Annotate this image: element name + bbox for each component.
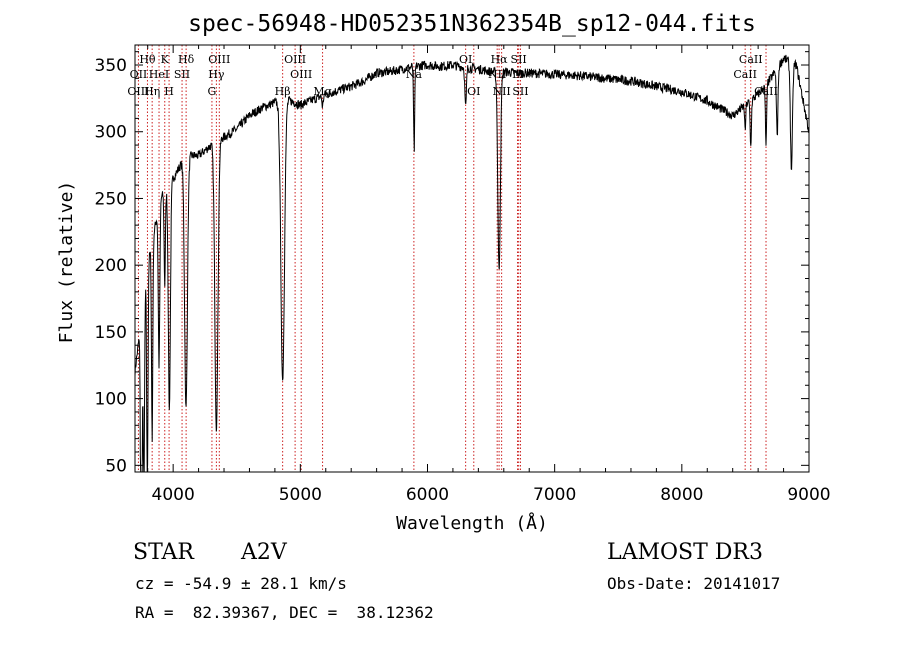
line-label: OI bbox=[459, 53, 472, 66]
object-subclass: A2V bbox=[241, 540, 287, 565]
x-tick-label: 6000 bbox=[406, 485, 449, 505]
redshift-velocity: cz = -54.9 ± 28.1 km/s bbox=[135, 574, 347, 593]
x-tick-label: 7000 bbox=[533, 485, 576, 505]
line-label: OII bbox=[130, 68, 148, 81]
y-tick-label: 50 bbox=[105, 456, 127, 476]
line-label: CaII bbox=[739, 53, 763, 66]
line-label: Hα bbox=[491, 53, 509, 66]
line-label: Na bbox=[406, 68, 423, 81]
x-tick-label: 4000 bbox=[152, 485, 195, 505]
line-label: Hθ bbox=[139, 53, 156, 66]
survey-name: LAMOST DR3 bbox=[607, 540, 763, 565]
line-label: SII bbox=[174, 68, 190, 81]
y-tick-label: 250 bbox=[95, 189, 127, 209]
spectrum-line bbox=[134, 54, 810, 473]
line-markers bbox=[137, 45, 767, 472]
line-label: OI bbox=[467, 85, 480, 98]
line-label: K bbox=[161, 53, 170, 66]
x-tick-label: 9000 bbox=[787, 485, 830, 505]
line-label: OIII bbox=[208, 53, 230, 66]
y-tick-label: 300 bbox=[95, 123, 127, 143]
line-label: Hβ bbox=[275, 85, 291, 98]
line-label: CaII bbox=[754, 85, 778, 98]
y-tick-label: 350 bbox=[95, 56, 127, 76]
y-axis: 50 100 150 200 250 300 350 bbox=[95, 51, 809, 476]
y-tick-label: 200 bbox=[95, 256, 127, 276]
line-label: HeI bbox=[149, 68, 169, 81]
plot-frame bbox=[134, 44, 810, 473]
x-axis: 4000 5000 6000 7000 8000 9000 bbox=[147, 45, 831, 505]
line-label: SII bbox=[511, 53, 527, 66]
line-label: G bbox=[208, 85, 217, 98]
x-tick-label: 8000 bbox=[660, 485, 703, 505]
line-label: H bbox=[164, 85, 174, 98]
x-axis-label: Wavelength (Å) bbox=[396, 512, 548, 534]
line-label: Hδ bbox=[178, 53, 195, 66]
line-label: OIII bbox=[290, 68, 312, 81]
coordinates: RA = 82.39367, DEC = 38.12362 bbox=[135, 603, 434, 622]
x-tick-label: 5000 bbox=[279, 485, 322, 505]
line-label: Hη bbox=[144, 85, 160, 98]
y-tick-label: 150 bbox=[95, 323, 127, 343]
y-tick-label: 100 bbox=[95, 390, 127, 410]
line-label: OIII bbox=[284, 53, 306, 66]
line-label: Hγ bbox=[208, 68, 225, 81]
line-label: CaII bbox=[733, 68, 757, 81]
observation-date: Obs-Date: 20141017 bbox=[607, 574, 781, 593]
chart-title: spec-56948-HD052351N362354B_sp12-044.fit… bbox=[188, 11, 756, 37]
object-class: STAR bbox=[133, 540, 194, 565]
y-axis-label: Flux (relative) bbox=[56, 181, 77, 344]
line-label: SII bbox=[512, 85, 528, 98]
